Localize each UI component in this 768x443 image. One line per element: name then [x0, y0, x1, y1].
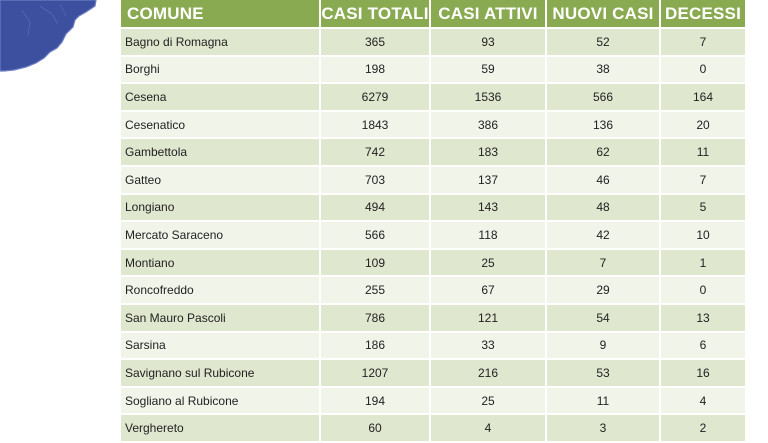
- cell-comune: Cesenatico: [121, 111, 319, 138]
- cell-nuovi-casi: 53: [547, 360, 659, 386]
- table-row: San Mauro Pascoli 786 121 54 13: [121, 304, 745, 331]
- table-row: Gatteo 703 137 46 7: [121, 166, 745, 193]
- cell-comune: Gatteo: [121, 166, 319, 193]
- cell-comune: Roncofreddo: [121, 277, 319, 303]
- cell-comune: Sogliano al Rubicone: [121, 387, 319, 414]
- cell-casi-attivi: 59: [431, 56, 545, 83]
- cell-casi-totali: 109: [321, 249, 429, 276]
- cell-casi-attivi: 143: [431, 194, 545, 221]
- cell-nuovi-casi: 38: [547, 56, 659, 83]
- cell-comune: Savignano sul Rubicone: [121, 360, 319, 386]
- cell-nuovi-casi: 7: [547, 249, 659, 276]
- cell-nuovi-casi: 52: [547, 29, 659, 55]
- covid-cases-table: COMUNE CASI TOTALI CASI ATTIVI NUOVI CAS…: [119, 0, 747, 443]
- table-row: Savignano sul Rubicone 1207 216 53 16: [121, 360, 745, 386]
- cell-casi-attivi: 4: [431, 415, 545, 441]
- cell-casi-totali: 1843: [321, 111, 429, 138]
- cell-casi-totali: 198: [321, 56, 429, 83]
- header-decessi: DECESSI: [661, 0, 745, 27]
- header-casi-totali: CASI TOTALI: [321, 0, 429, 27]
- cell-decessi: 6: [661, 332, 745, 359]
- cell-nuovi-casi: 54: [547, 304, 659, 331]
- cell-decessi: 4: [661, 387, 745, 414]
- table-row: Cesena 6279 1536 566 164: [121, 84, 745, 110]
- cell-nuovi-casi: 48: [547, 194, 659, 221]
- cell-comune: Longiano: [121, 194, 319, 221]
- cell-decessi: 10: [661, 222, 745, 248]
- table-row: Montiano 109 25 7 1: [121, 249, 745, 276]
- cell-casi-totali: 60: [321, 415, 429, 441]
- cell-comune: Sarsina: [121, 332, 319, 359]
- cell-decessi: 13: [661, 304, 745, 331]
- cell-comune: Mercato Saraceno: [121, 222, 319, 248]
- cell-casi-attivi: 67: [431, 277, 545, 303]
- table-row: Gambettola 742 183 62 11: [121, 139, 745, 165]
- header-comune: COMUNE: [121, 0, 319, 27]
- cell-nuovi-casi: 566: [547, 84, 659, 110]
- cell-nuovi-casi: 136: [547, 111, 659, 138]
- cell-nuovi-casi: 46: [547, 166, 659, 193]
- cell-casi-attivi: 216: [431, 360, 545, 386]
- cell-casi-totali: 1207: [321, 360, 429, 386]
- cell-casi-totali: 786: [321, 304, 429, 331]
- map-shape: [0, 0, 97, 72]
- cell-decessi: 2: [661, 415, 745, 441]
- table-row: Verghereto 60 4 3 2: [121, 415, 745, 441]
- cell-nuovi-casi: 29: [547, 277, 659, 303]
- cell-decessi: 11: [661, 139, 745, 165]
- cell-casi-attivi: 137: [431, 166, 545, 193]
- covid-cases-table-container: COMUNE CASI TOTALI CASI ATTIVI NUOVI CAS…: [119, 0, 745, 443]
- cell-casi-attivi: 25: [431, 249, 545, 276]
- cell-casi-totali: 566: [321, 222, 429, 248]
- table-row: Cesenatico 1843 386 136 20: [121, 111, 745, 138]
- cell-decessi: 0: [661, 277, 745, 303]
- cell-decessi: 7: [661, 166, 745, 193]
- cell-casi-totali: 742: [321, 139, 429, 165]
- cell-decessi: 0: [661, 56, 745, 83]
- cell-casi-totali: 186: [321, 332, 429, 359]
- cell-casi-attivi: 121: [431, 304, 545, 331]
- cell-casi-attivi: 183: [431, 139, 545, 165]
- cell-decessi: 16: [661, 360, 745, 386]
- cell-nuovi-casi: 42: [547, 222, 659, 248]
- cell-nuovi-casi: 62: [547, 139, 659, 165]
- cell-nuovi-casi: 3: [547, 415, 659, 441]
- cell-casi-totali: 255: [321, 277, 429, 303]
- cell-decessi: 7: [661, 29, 745, 55]
- cell-casi-totali: 6279: [321, 84, 429, 110]
- table-row: Bagno di Romagna 365 93 52 7: [121, 29, 745, 55]
- table-row: Sogliano al Rubicone 194 25 11 4: [121, 387, 745, 414]
- cell-casi-attivi: 386: [431, 111, 545, 138]
- cell-comune: Gambettola: [121, 139, 319, 165]
- cell-casi-attivi: 118: [431, 222, 545, 248]
- cell-comune: Verghereto: [121, 415, 319, 441]
- cell-comune: Borghi: [121, 56, 319, 83]
- table-row: Longiano 494 143 48 5: [121, 194, 745, 221]
- cell-casi-attivi: 93: [431, 29, 545, 55]
- cell-casi-attivi: 25: [431, 387, 545, 414]
- cell-comune: Montiano: [121, 249, 319, 276]
- table-row: Sarsina 186 33 9 6: [121, 332, 745, 359]
- cell-casi-totali: 494: [321, 194, 429, 221]
- cell-casi-attivi: 1536: [431, 84, 545, 110]
- table-row: Mercato Saraceno 566 118 42 10: [121, 222, 745, 248]
- cell-casi-totali: 194: [321, 387, 429, 414]
- table-header-row: COMUNE CASI TOTALI CASI ATTIVI NUOVI CAS…: [121, 0, 745, 27]
- cell-decessi: 5: [661, 194, 745, 221]
- cell-nuovi-casi: 9: [547, 332, 659, 359]
- cell-casi-totali: 365: [321, 29, 429, 55]
- table-row: Roncofreddo 255 67 29 0: [121, 277, 745, 303]
- cell-casi-totali: 703: [321, 166, 429, 193]
- table-row: Borghi 198 59 38 0: [121, 56, 745, 83]
- cell-comune: San Mauro Pascoli: [121, 304, 319, 331]
- header-nuovi-casi: NUOVI CASI: [547, 0, 659, 27]
- cell-decessi: 20: [661, 111, 745, 138]
- cell-decessi: 1: [661, 249, 745, 276]
- cell-comune: Bagno di Romagna: [121, 29, 319, 55]
- cell-comune: Cesena: [121, 84, 319, 110]
- cell-casi-attivi: 33: [431, 332, 545, 359]
- header-casi-attivi: CASI ATTIVI: [431, 0, 545, 27]
- cell-decessi: 164: [661, 84, 745, 110]
- cell-nuovi-casi: 11: [547, 387, 659, 414]
